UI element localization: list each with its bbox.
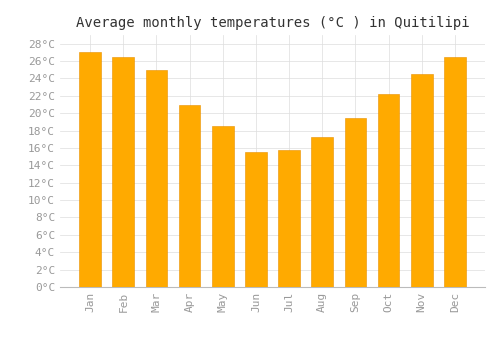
Bar (146, 70, 167, 287)
Title: Average monthly temperatures (°C ) in Quitilipi: Average monthly temperatures (°C ) in Qu… (76, 16, 469, 30)
Bar (112, 57, 134, 287)
Bar (245, 152, 266, 287)
Bar (212, 126, 234, 287)
Bar (80, 52, 101, 287)
Bar (179, 105, 201, 287)
Bar (344, 118, 366, 287)
Bar (411, 74, 432, 287)
Bar (378, 94, 400, 287)
Bar (444, 57, 466, 287)
Bar (312, 136, 333, 287)
Bar (278, 150, 300, 287)
